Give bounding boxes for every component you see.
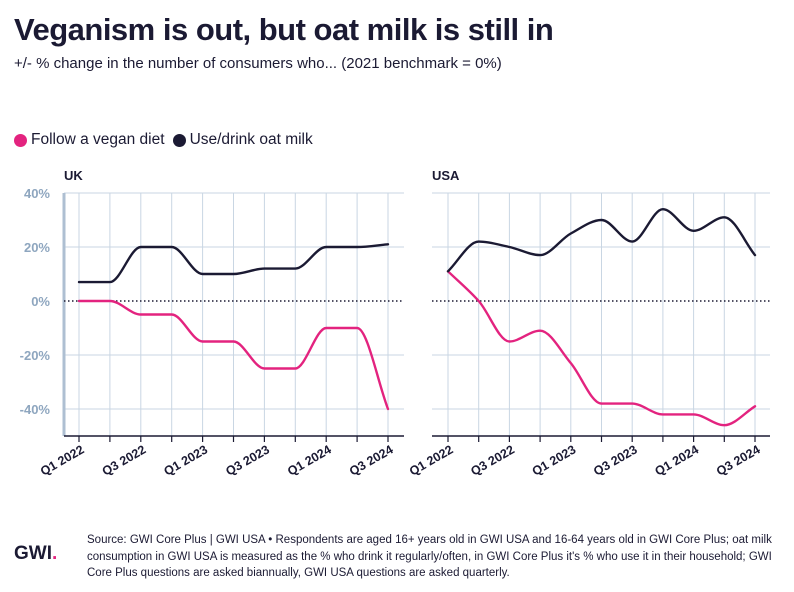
legend-dot-vegan	[14, 133, 27, 147]
x-tick-label: Q1 2024	[285, 442, 334, 478]
x-tick-label: Q3 2024	[347, 442, 396, 478]
legend-label-vegan: Follow a vegan diet	[31, 131, 165, 148]
logo-text: GWI	[14, 543, 52, 564]
gwi-logo: GWI.	[14, 543, 57, 565]
x-tick-label: Q1 2023	[162, 442, 211, 478]
chart-subtitle: +/- % change in the number of consumers …	[14, 55, 502, 72]
chart-title: Veganism is out, but oat milk is still i…	[14, 12, 554, 47]
x-tick-label: Q3 2022	[468, 442, 517, 478]
legend-item-oat: Use/drink oat milk	[172, 131, 313, 149]
panel-label-usa: USA	[432, 168, 460, 183]
y-tick-label: -40%	[20, 402, 51, 417]
legend-dot-oat	[172, 133, 186, 147]
x-tick-label: Q1 2023	[530, 442, 579, 478]
logo-accent: .	[52, 543, 58, 564]
panel-label-uk: UK	[64, 168, 83, 183]
series-line-vegan-uk	[77, 299, 390, 411]
x-tick-label: Q1 2022	[38, 442, 87, 478]
y-tick-label: 40%	[24, 186, 50, 201]
y-tick-label: 0%	[31, 294, 50, 309]
source-note: Source: GWI Core Plus | GWI USA • Respon…	[87, 534, 772, 579]
x-tick-label: Q1 2024	[653, 442, 702, 478]
chart-legend: Follow a vegan diet Use/drink oat milk	[14, 131, 313, 149]
line-chart: 40% 20% 0% -20% -40% UK Q1 2022 Q3 2022 Q1 2023 Q…	[20, 168, 770, 479]
x-tick-label: Q3 2022	[100, 442, 149, 478]
series-line-oat-usa	[446, 208, 757, 273]
x-tick-label: Q3 2024	[714, 442, 763, 478]
y-tick-label: 20%	[24, 240, 50, 255]
x-tick-label: Q3 2023	[591, 442, 640, 478]
series-line-vegan-usa	[446, 270, 757, 427]
y-tick-label: -20%	[20, 348, 51, 363]
series-line-oat-uk	[77, 243, 390, 284]
legend-item-vegan: Follow a vegan diet	[14, 131, 165, 149]
legend-label-oat: Use/drink oat milk	[189, 131, 313, 148]
x-tick-label: Q1 2022	[407, 442, 456, 478]
x-tick-label: Q3 2023	[223, 442, 272, 478]
